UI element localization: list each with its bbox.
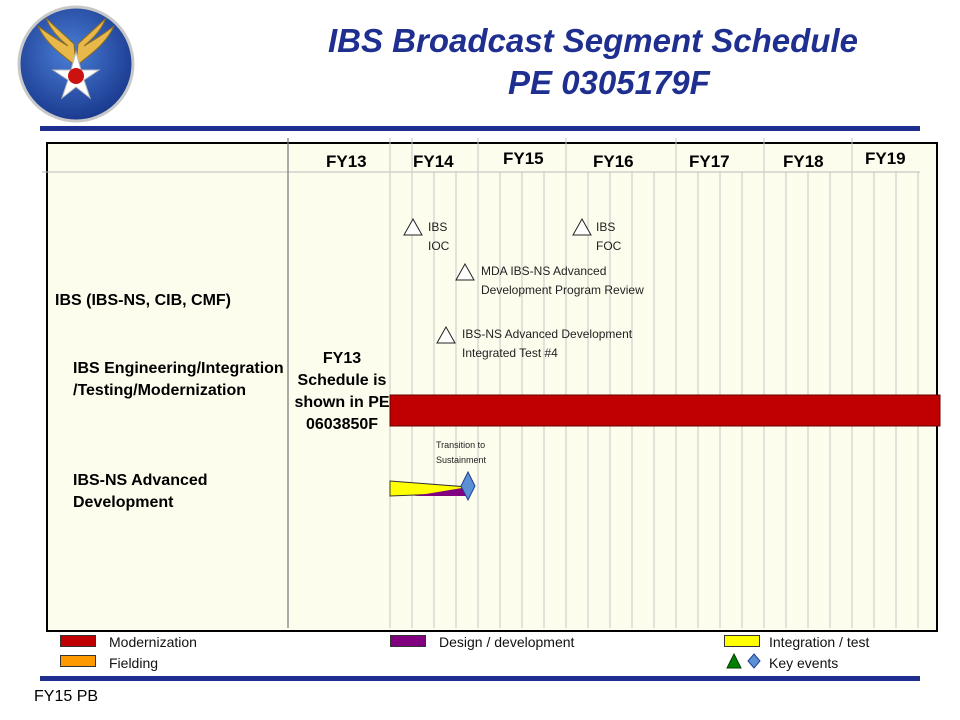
design-bar (414, 487, 468, 496)
page-subtitle: PE 0305179F (508, 64, 710, 101)
legend-label-integration: Integration / test (769, 634, 870, 650)
triangle-icon (436, 325, 456, 344)
legend-label-design: Design / development (439, 634, 575, 650)
fy-header-fy16: FY16 (593, 152, 634, 171)
triangle-icon (572, 217, 592, 236)
fy-header-fy17: FY17 (689, 152, 730, 171)
header-rule (40, 126, 920, 131)
event-integrated-test: IBS-NS Advanced Development Integrated T… (462, 327, 633, 360)
triangle-icon (455, 262, 475, 281)
legend-label-fielding: Fielding (109, 655, 159, 671)
event-mda-review: MDA IBS-NS Advanced Development Program … (481, 264, 644, 297)
legend-key-events-icons (726, 653, 761, 669)
page-title: IBS Broadcast Segment Schedule (328, 22, 858, 59)
footer-rule (40, 676, 920, 681)
fy-header-fy15: FY15 (503, 149, 544, 168)
row-label-advanced-dev: IBS-NS Advanced Development (73, 472, 208, 511)
air-force-logo (16, 4, 136, 124)
fy-header-fy14: FY14 (413, 152, 454, 171)
legend-swatch-integration (724, 635, 760, 647)
fy-header-fy18: FY18 (783, 152, 824, 171)
schedule-chart (46, 142, 938, 632)
legend-label-key-events: Key events (769, 655, 839, 671)
row-label-engineering: IBS Engineering/Integration /Testing/Mod… (73, 360, 284, 399)
event-ibs-foc: IBS FOC (596, 220, 622, 253)
event-transition: Transition to Sustainment (436, 440, 487, 465)
fy-header-fy13: FY13 (326, 152, 367, 171)
row-label-program: IBS (IBS-NS, CIB, CMF) (55, 292, 231, 309)
legend-swatch-fielding (60, 655, 96, 667)
diamond-icon (747, 653, 761, 669)
fy-header-fy19: FY19 (865, 149, 906, 168)
legend-label-modernization: Modernization (109, 634, 197, 650)
legend-swatch-modernization (60, 635, 96, 647)
triangle-icon (403, 217, 423, 236)
fy13-schedule-note: FY13 Schedule is shown in PE 0603850F (294, 350, 390, 433)
modernization-bar (389, 394, 941, 427)
legend-swatch-design (390, 635, 426, 647)
diamond-icon (460, 470, 476, 502)
event-ibs-ioc: IBS IOC (428, 220, 450, 253)
footer-label: FY15 PB (34, 688, 99, 705)
triangle-icon (726, 653, 742, 669)
